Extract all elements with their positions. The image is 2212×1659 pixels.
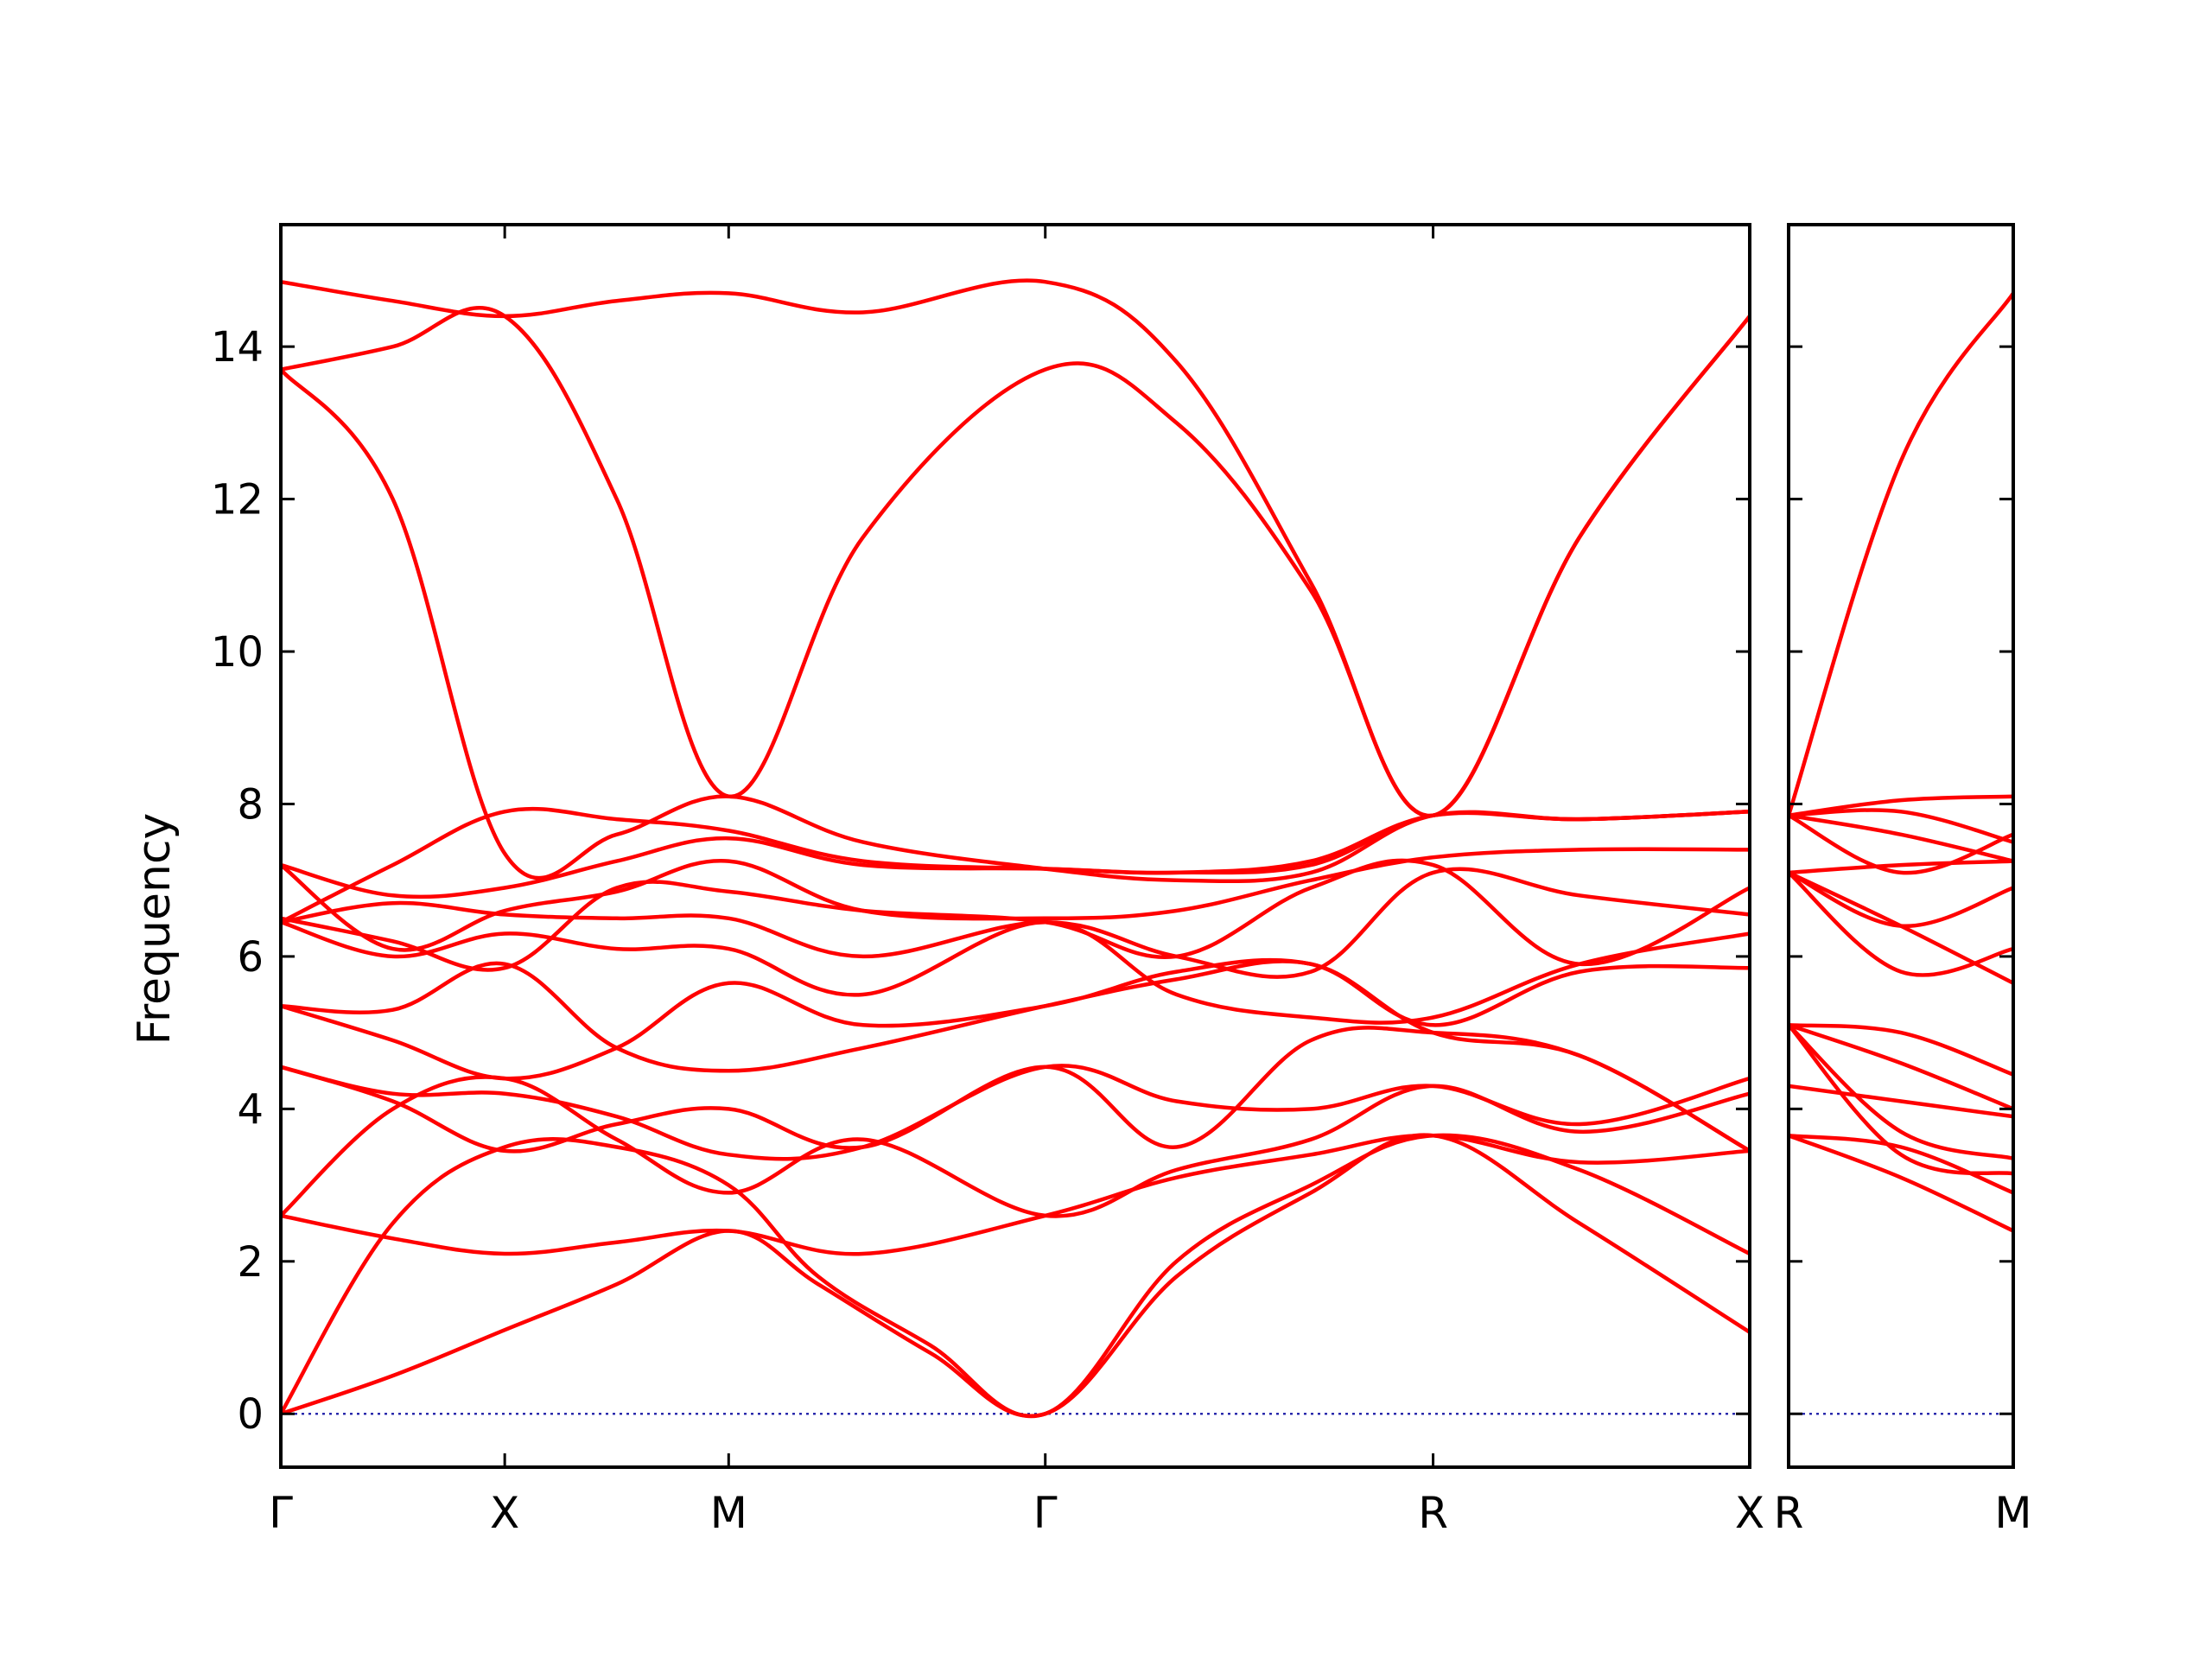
y-tick-label: 0 <box>237 1390 264 1439</box>
band-line-8 <box>1789 870 2013 977</box>
x-tick-label: X <box>490 1488 519 1538</box>
band-line-7 <box>281 959 1750 1154</box>
band-line-16 <box>281 305 1750 818</box>
x-tick-label: M <box>1994 1488 2031 1538</box>
band-line-5 <box>281 1064 1750 1161</box>
x-tick-label: Γ <box>1033 1488 1058 1538</box>
band-line-5 <box>1789 1023 2013 1160</box>
y-tick-label: 10 <box>211 628 264 677</box>
x-tick-label: Γ <box>269 1488 293 1538</box>
y-tick-label: 4 <box>237 1085 264 1134</box>
band-line-17 <box>281 278 1750 817</box>
x-tick-label: R <box>1774 1488 1804 1538</box>
band-line-15 <box>1789 794 2013 817</box>
x-tick-label: X <box>1735 1488 1764 1538</box>
y-axis-label: Frequency <box>129 813 181 1046</box>
band-line-13 <box>1789 813 2013 863</box>
x-tick-label: M <box>710 1488 747 1538</box>
band-line-9 <box>281 919 1750 1025</box>
y-tick-label: 14 <box>211 323 264 372</box>
plot-frame <box>1787 223 2015 1469</box>
y-tick-label: 6 <box>237 933 264 982</box>
band-line-12 <box>1789 813 2013 875</box>
band-line-2 <box>281 1133 1750 1419</box>
band-line-1 <box>1789 1133 2013 1233</box>
band-line-8 <box>281 957 1750 1081</box>
band-line-4 <box>1789 1023 2013 1176</box>
panel-1: 0 2 4 6 8 10 12 14 Γ X M Γ R X <box>211 223 1764 1538</box>
band-line-12 <box>281 847 1750 952</box>
band-line-6 <box>1789 1023 2013 1111</box>
y-tick-label: 8 <box>237 780 264 829</box>
plot-frame <box>279 223 1751 1469</box>
band-line-10 <box>281 867 1750 979</box>
band-line-3 <box>281 1133 1750 1256</box>
band-line-6 <box>281 1026 1750 1154</box>
band-line-15 <box>281 367 1750 884</box>
band-line-16 <box>1789 291 2013 817</box>
x-tick-label: R <box>1418 1488 1448 1538</box>
band-line-2 <box>1789 1133 2013 1195</box>
bands <box>1789 291 2013 1233</box>
y-tick-label: 2 <box>237 1238 264 1287</box>
y-tick-label: 12 <box>211 476 264 524</box>
band-line-1 <box>281 1133 1750 1418</box>
band-line-10 <box>1789 870 2013 928</box>
band-line-11 <box>1789 859 2013 875</box>
band-line-3 <box>1789 1084 2013 1119</box>
band-line-7 <box>1789 1023 2013 1077</box>
bands <box>281 278 1750 1419</box>
